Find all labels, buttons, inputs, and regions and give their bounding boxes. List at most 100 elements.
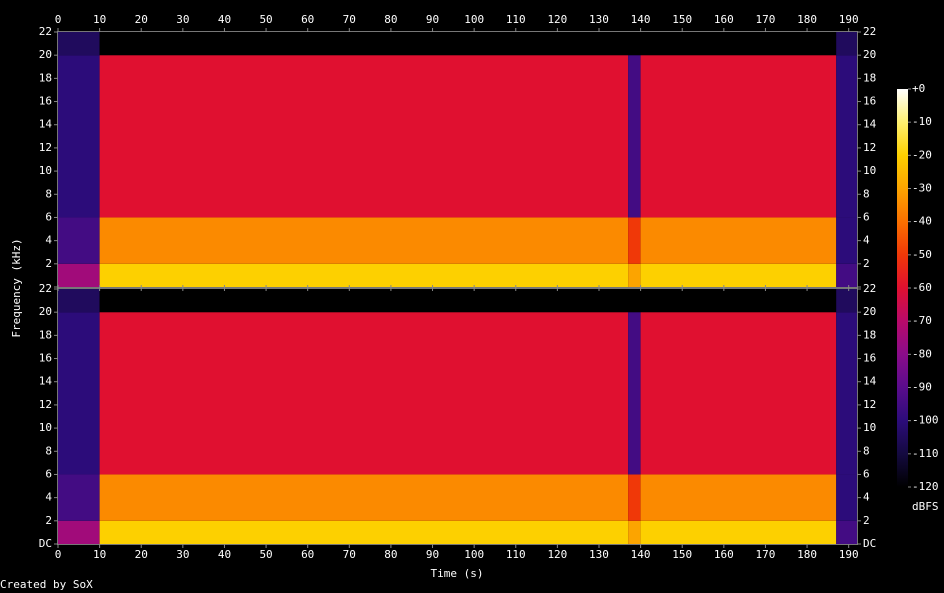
x-tick-label: 100 [464,548,484,561]
heat-cell [836,263,857,287]
x-tick-label: 50 [259,548,272,561]
x-tick-label: 30 [176,548,189,561]
y-tick-label: 4 [863,234,870,247]
heat-cell [628,474,641,521]
x-tick-label: 130 [589,13,609,26]
plot-frame [57,31,858,288]
heat-cell [99,312,629,475]
y-tick-label: 14 [863,375,877,388]
y-tick-label: 8 [45,444,52,457]
y-axis-label: Frequency (kHz) [10,238,23,337]
colorbar-tick-label: -70 [912,314,932,327]
footer: Created by SoX [0,578,93,591]
y-tick-label: 8 [45,187,52,200]
y-tick-label: 22 [39,25,52,38]
y-tick-label: 12 [863,398,876,411]
x-tick-label: 110 [506,13,526,26]
heat-cell [99,289,629,313]
y-tick-label: 14 [863,118,877,131]
y-tick-label: 16 [39,95,52,108]
x-tick-label: 70 [343,548,356,561]
x-tick-label: 0 [55,13,62,26]
colorbar-tick-label: -30 [912,182,932,195]
heat-cell [58,32,100,56]
x-tick-label: 20 [135,13,148,26]
heat-cell [640,32,837,56]
heat-cell [628,289,641,313]
y-tick-label: 6 [45,467,52,480]
y-tick-label: 4 [863,491,870,504]
y-tick-label: DC [39,537,52,550]
y-tick-label: 12 [39,398,52,411]
x-tick-label: 140 [631,548,651,561]
heat-cell [628,520,641,544]
heat-cell [58,474,100,521]
y-tick-label: 2 [863,257,870,270]
y-tick-label: 22 [863,25,876,38]
x-tick-label: 30 [176,13,189,26]
x-tick-label: 60 [301,548,314,561]
x-tick-label: 70 [343,13,356,26]
heat-cell [628,55,641,218]
heat-cell [58,55,100,218]
heat-cell [99,55,629,218]
x-tick-label: 150 [672,548,692,561]
y-tick-label: 6 [863,467,870,480]
x-tick-label: 190 [839,13,859,26]
x-tick-label: 100 [464,13,484,26]
colorbar [897,89,908,487]
heat-cell [640,263,837,287]
x-tick-label: 160 [714,548,734,561]
heat-cell [640,55,837,218]
y-tick-label: 8 [863,444,870,457]
heat-cell [628,263,641,287]
heat-cell [628,217,641,264]
y-tick-label: 4 [45,234,52,247]
colorbar-tick-label: -20 [912,148,932,161]
y-tick-label: 2 [45,514,52,527]
x-tick-label: 80 [384,13,397,26]
x-tick-label: 0 [55,548,62,561]
x-tick-label: 150 [672,13,692,26]
y-tick-label: 14 [39,375,53,388]
y-tick-label: 12 [863,141,876,154]
x-tick-label: 140 [631,13,651,26]
heat-cell [640,474,837,521]
y-tick-label: 18 [863,328,876,341]
heat-cell [640,312,837,475]
y-tick-label: 2 [45,257,52,270]
y-tick-label: 18 [39,328,52,341]
colorbar-tick-label: -110 [912,447,939,460]
x-axis-label: Time (s) [431,567,484,580]
plot-frame [57,288,858,545]
x-tick-label: 170 [756,548,776,561]
y-tick-label: 18 [863,71,876,84]
y-tick-label: 16 [863,352,876,365]
x-tick-label: 180 [797,548,817,561]
heat-cell [99,263,629,287]
colorbar-tick-label: -80 [912,347,932,360]
colorbar-tick-label: -120 [912,480,939,493]
x-tick-label: 60 [301,13,314,26]
colorbar-tick-label: -40 [912,215,932,228]
colorbar-tick-label: -50 [912,248,932,261]
x-tick-label: 80 [384,548,397,561]
y-tick-label: 14 [39,118,53,131]
x-tick-label: 110 [506,548,526,561]
colorbar-tick-label: +0 [912,82,925,95]
heat-cell [58,312,100,475]
y-tick-label: 20 [863,305,876,318]
y-tick-label: DC [863,537,876,550]
y-tick-label: 10 [863,164,876,177]
heat-cell [99,474,629,521]
x-tick-label: 90 [426,13,439,26]
y-tick-label: 2 [863,514,870,527]
heat-cell [836,55,857,218]
y-tick-label: 6 [45,210,52,223]
x-tick-label: 50 [259,13,272,26]
x-tick-label: 130 [589,548,609,561]
y-tick-label: 6 [863,210,870,223]
heat-cell [99,32,629,56]
y-tick-label: 16 [39,352,52,365]
x-tick-label: 120 [547,548,567,561]
